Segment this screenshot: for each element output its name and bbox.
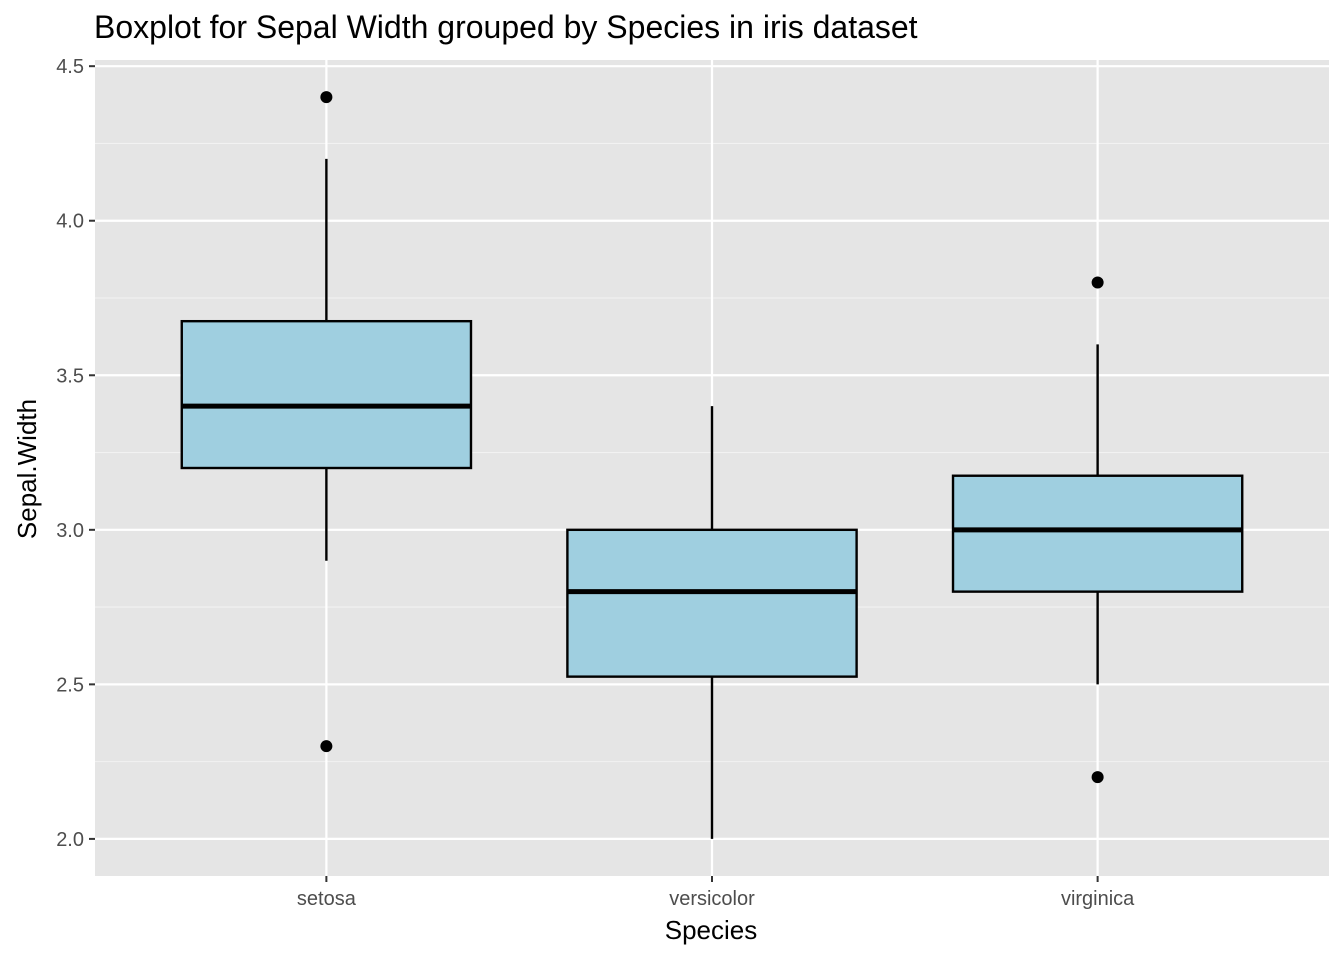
x-axis-title: Species <box>665 915 758 945</box>
y-tick-label: 2.0 <box>56 829 84 851</box>
outlier-point <box>320 91 333 104</box>
y-tick-label: 4.5 <box>56 56 84 78</box>
x-tick-label: versicolor <box>669 888 755 910</box>
outlier-point <box>320 740 333 753</box>
axes: 2.0 2.5 3.0 3.5 4.0 4.5 setosa versicolor virgin… <box>56 56 1135 910</box>
outlier-point <box>1091 771 1104 784</box>
box-iqr <box>180 319 473 470</box>
y-tick-label: 3.0 <box>56 520 84 542</box>
box-iqr <box>566 528 858 678</box>
y-tick-label: 4.0 <box>56 211 84 233</box>
x-tick-label: virginica <box>1061 888 1135 910</box>
box-iqr <box>951 474 1244 593</box>
box-virginica <box>951 276 1244 784</box>
outlier-point <box>1091 276 1104 289</box>
y-axis-title: Sepal.Width <box>12 399 42 539</box>
box-versicolor <box>566 406 858 839</box>
y-tick-label: 2.5 <box>56 674 84 696</box>
chart-title: Boxplot for Sepal Width grouped by Speci… <box>94 9 918 45</box>
boxes <box>180 91 1244 839</box>
y-tick-label: 3.5 <box>56 365 84 387</box>
box-setosa <box>180 91 473 753</box>
x-tick-label: setosa <box>297 888 357 910</box>
